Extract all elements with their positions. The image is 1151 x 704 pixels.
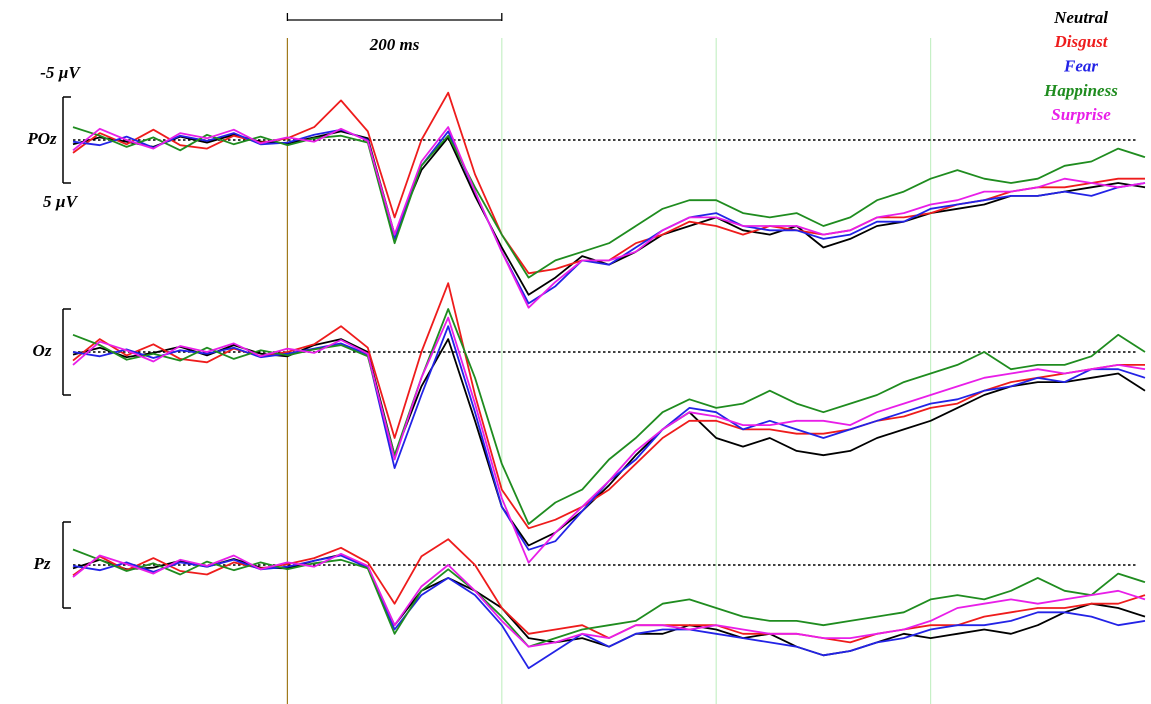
- erp-line: [72, 338, 1146, 547]
- scale-label: 200 ms: [369, 35, 420, 54]
- erp-line: [72, 548, 1146, 648]
- legend-entry: Surprise: [1051, 105, 1111, 124]
- erp-line: [72, 91, 1145, 275]
- channel-label: POz: [26, 129, 57, 148]
- erp-line: [72, 316, 1146, 564]
- erp-line: [72, 282, 1145, 530]
- erp-line: [72, 308, 1146, 525]
- erp-line: [72, 126, 1146, 279]
- scale-label: -5 µV: [40, 63, 81, 82]
- erp-line: [72, 552, 1146, 648]
- channel-label: Pz: [33, 554, 51, 573]
- erp-line: [72, 128, 1146, 305]
- erp-line: [72, 126, 1146, 309]
- legend-entry: Neutral: [1053, 8, 1108, 27]
- erp-line: [72, 554, 1146, 670]
- channel-label: Oz: [33, 341, 52, 360]
- erp-line: [72, 130, 1146, 296]
- legend-entry: Disgust: [1054, 32, 1109, 51]
- legend-entry: Happiness: [1043, 81, 1118, 100]
- legend-entry: Fear: [1063, 57, 1098, 76]
- scale-label: 5 µV: [43, 192, 79, 211]
